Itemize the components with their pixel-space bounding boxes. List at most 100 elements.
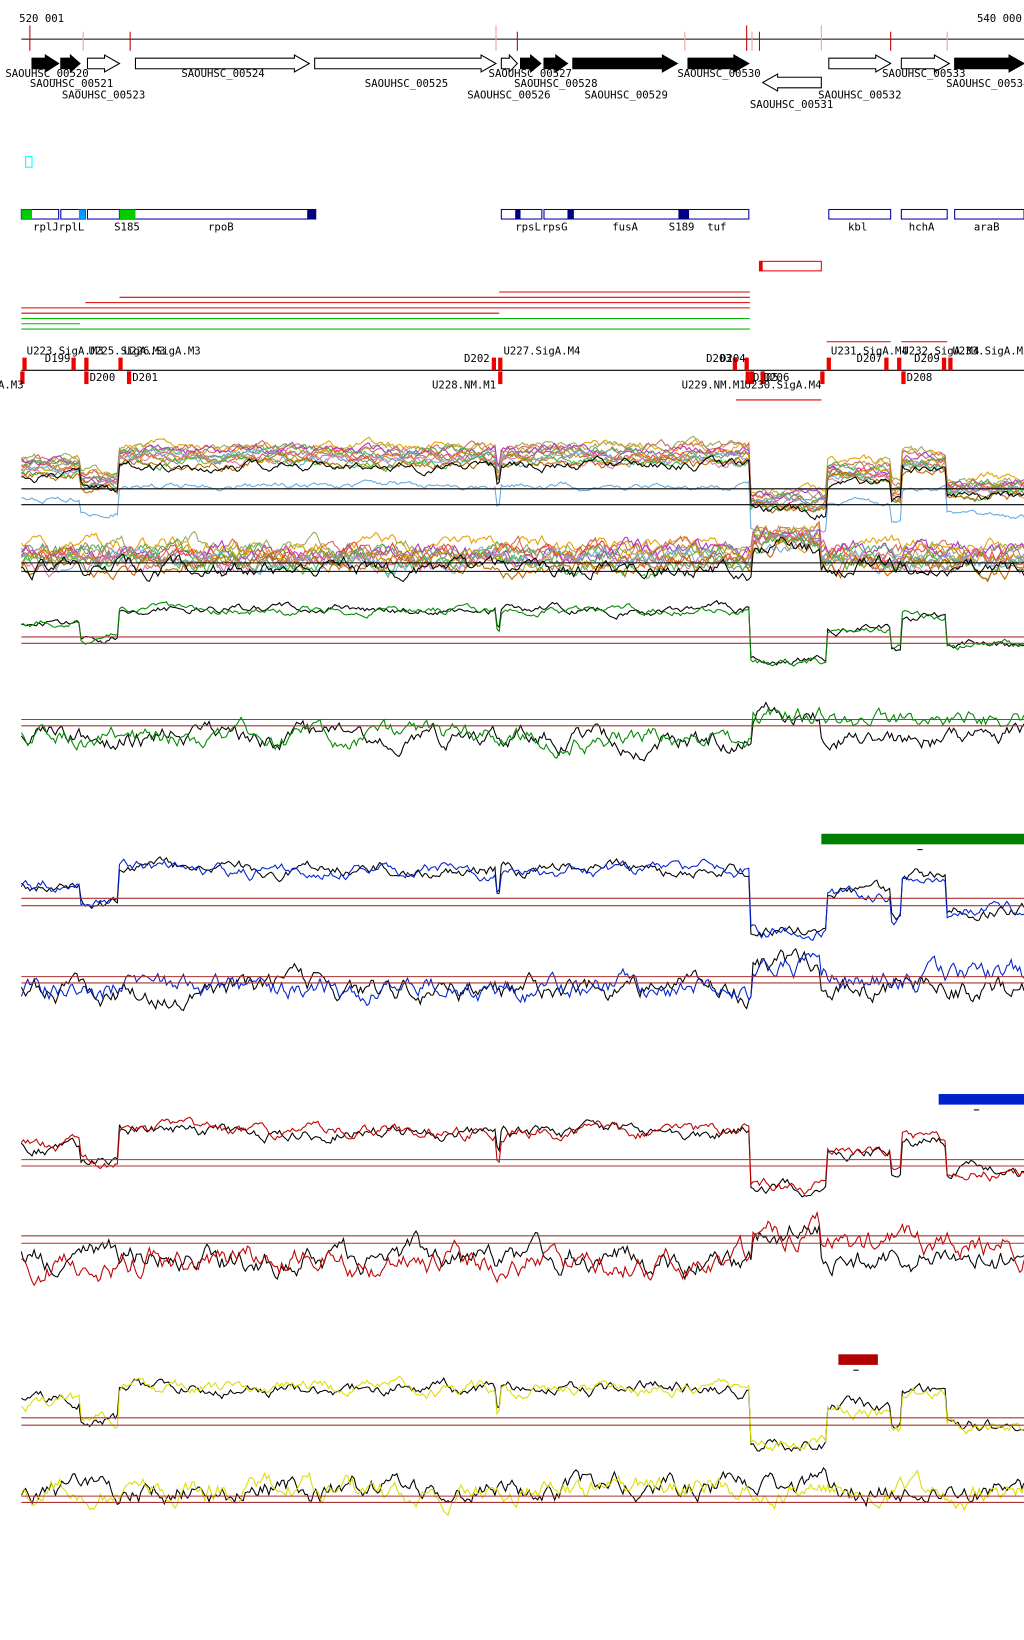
gene-label: SAOUHSC_00531 <box>750 98 833 111</box>
trace <box>21 1377 1024 1453</box>
gene-feature <box>21 209 32 220</box>
trace <box>20 533 1024 583</box>
gene-name: fusA <box>612 221 638 234</box>
trace <box>21 453 1024 512</box>
promoter-mark <box>71 357 76 371</box>
promoter-mark <box>884 357 889 371</box>
gene-label: SAOUHSC_00520 <box>5 67 88 80</box>
gene-label: SAOUHSC_00528 <box>514 77 597 90</box>
region-box <box>758 260 822 272</box>
promoter-mark <box>84 357 89 371</box>
gene-box <box>500 208 543 220</box>
gene-feature <box>307 209 316 220</box>
trace <box>21 448 1024 512</box>
gene-label: SAOUHSC_00530 <box>677 67 760 80</box>
gene-box <box>86 208 120 220</box>
gene-label: SAOUHSC_00533 <box>882 67 965 80</box>
promoter-mark <box>826 357 831 371</box>
gene-arrow <box>60 53 81 74</box>
gene-arrow <box>828 54 892 73</box>
trace <box>20 858 1024 942</box>
promoter-label: U227.SigA.M4 <box>503 344 580 357</box>
gene-feature <box>515 209 521 220</box>
legend-bar <box>821 833 1024 845</box>
region-box-end <box>759 261 763 271</box>
promoter-label: D200 <box>90 371 116 384</box>
gene-arrow <box>572 54 679 73</box>
gene-box <box>954 208 1024 220</box>
promoter-label: D204 <box>720 352 746 365</box>
trace <box>20 1466 1024 1508</box>
promoter-mark <box>901 371 906 385</box>
gene-label: SAOUHSC_00524 <box>181 67 264 80</box>
gene-arrow <box>314 54 498 73</box>
gene-name: hchA <box>909 221 935 234</box>
promoter-label: D199 <box>45 352 71 365</box>
trace <box>20 1375 1024 1452</box>
promoter-mark <box>491 357 496 371</box>
promoter-mark <box>118 357 123 371</box>
gene-arrow <box>687 54 750 73</box>
gene-arrow <box>954 54 1024 73</box>
promoter-mark <box>745 371 750 385</box>
promoter-label: D207 <box>857 352 883 365</box>
gene-arrow <box>500 53 519 74</box>
promoter-label: U223.SigA.M3 <box>27 344 104 357</box>
gene-label: SAOUHSC_00529 <box>585 88 668 101</box>
promoter-mark <box>760 371 765 385</box>
trace <box>21 599 1024 666</box>
start-coordinate: 520 001 <box>19 12 64 25</box>
gene-feature <box>567 209 574 220</box>
promoter-mark <box>84 371 89 385</box>
promoter-label: U231.SigA.M4 <box>831 344 908 357</box>
promoter-label: D203 <box>706 352 732 365</box>
promoter-mark <box>126 371 132 385</box>
trace <box>21 436 1024 499</box>
promoter-label: D201 <box>132 371 158 384</box>
promoter-label: U232.SigA.M4 <box>902 344 979 357</box>
trace <box>20 1119 1024 1198</box>
trace <box>20 1116 1024 1196</box>
trace <box>21 455 1024 521</box>
promoter-label: U222.SigA.M3 <box>0 378 24 391</box>
promoter-mark <box>732 357 738 371</box>
gene-label: SAOUHSC_00526 <box>467 88 550 101</box>
promoter-label: U225.SigA.M3 <box>89 344 166 357</box>
trace <box>21 601 1024 667</box>
trace <box>20 1224 1024 1281</box>
promoter-mark <box>897 357 902 371</box>
gene-name: rpoB <box>208 221 234 234</box>
promoter-label: U233.SigA.M3 <box>953 344 1024 357</box>
trace <box>20 701 1024 762</box>
promoter-label: U230.SigA.M4 <box>745 378 822 391</box>
gene-label: SAOUHSC_00527 <box>489 67 572 80</box>
promoter-mark <box>744 357 749 371</box>
promoter-mark <box>820 371 825 385</box>
trace <box>20 952 1024 1007</box>
gene-name: S189 <box>669 221 695 234</box>
trace <box>20 947 1024 1012</box>
gene-arrow <box>900 54 951 73</box>
trace <box>20 529 1024 569</box>
promoter-label: U228.NM.M1 <box>432 378 496 391</box>
gene-feature <box>78 209 86 220</box>
gene-name: rpsG <box>542 221 568 234</box>
promoter-label: D209 <box>914 352 940 365</box>
gene-box <box>118 208 317 220</box>
trace <box>21 479 1024 537</box>
gene-box <box>828 208 892 220</box>
promoter-label: D206 <box>764 371 790 384</box>
gene-name: araB <box>974 221 1000 234</box>
end-coordinate: 540 000 <box>977 12 1022 25</box>
gene-name: tuf <box>707 221 726 234</box>
promoter-mark <box>941 357 947 371</box>
trace <box>20 706 1024 759</box>
promoter-label: U229.NM.M1 <box>682 378 746 391</box>
promoter-mark <box>749 371 755 385</box>
legend-bar <box>838 1354 878 1365</box>
promoter-mark <box>22 357 27 371</box>
gene-arrow <box>543 53 569 73</box>
gene-box <box>900 208 948 220</box>
